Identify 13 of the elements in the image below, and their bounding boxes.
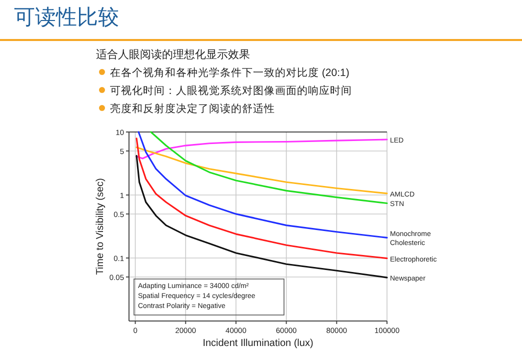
text: 亮度和反射度决定了阅读的舒适性 <box>110 102 275 115</box>
line-series <box>136 146 388 194</box>
line-series <box>150 131 388 204</box>
chart-title: 可读性比较 <box>14 6 119 29</box>
line-series <box>136 154 388 278</box>
line-series <box>136 138 388 160</box>
x-axis-title: Incident Illumination (lux) <box>202 338 314 349</box>
text: 可视化时间：人眼视觉系统对图像画面的响应时间 <box>110 84 352 97</box>
y-axis-title: Time to Visibility (sec) <box>95 178 106 275</box>
line-series <box>138 131 388 238</box>
line-series <box>136 138 388 260</box>
chart-subtitle: 适合人眼阅读的理想化显示效果 <box>96 48 250 61</box>
text: 在各个视角和各种光学条件下一致的对比度 (20:1) <box>110 66 350 79</box>
